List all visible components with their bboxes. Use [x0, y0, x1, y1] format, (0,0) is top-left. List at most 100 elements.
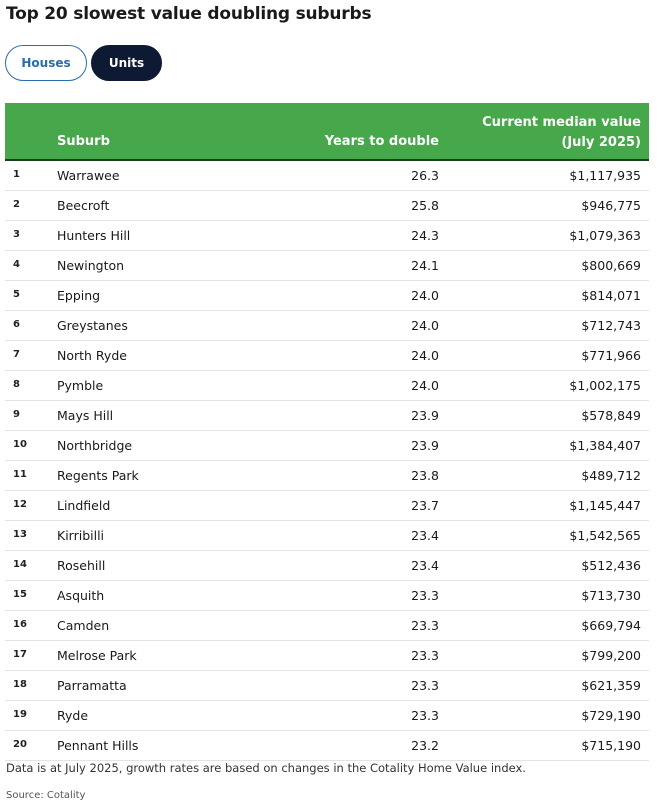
rank-cell: 17	[13, 649, 27, 660]
suburb-cell: Asquith	[57, 588, 105, 603]
value-cell: $712,743	[581, 318, 641, 333]
suburb-cell: Warrawee	[57, 168, 120, 183]
suburb-cell: Beecroft	[57, 198, 110, 213]
table-row: 17 Melrose Park 23.3 $799,200	[5, 641, 649, 671]
rank-cell: 18	[13, 679, 27, 690]
years-cell: 23.3	[411, 588, 439, 603]
value-cell: $621,359	[581, 678, 641, 693]
column-header-value: Current median value (July 2025)	[482, 113, 641, 153]
suburb-cell: Ryde	[57, 708, 89, 723]
years-cell: 25.8	[411, 198, 439, 213]
rank-cell: 10	[13, 439, 27, 450]
value-cell: $799,200	[581, 648, 641, 663]
suburb-cell: Epping	[57, 288, 101, 303]
table-row: 2 Beecroft 25.8 $946,775	[5, 191, 649, 221]
suburb-cell: Greystanes	[57, 318, 128, 333]
years-cell: 23.3	[411, 678, 439, 693]
table-row: 10 Northbridge 23.9 $1,384,407	[5, 431, 649, 461]
rank-cell: 7	[13, 349, 20, 360]
rank-cell: 15	[13, 589, 27, 600]
years-cell: 24.0	[411, 288, 439, 303]
table-row: 4 Newington 24.1 $800,669	[5, 251, 649, 281]
value-cell: $800,669	[581, 258, 641, 273]
years-cell: 23.4	[411, 558, 439, 573]
suburb-cell: Regents Park	[57, 468, 139, 483]
suburb-cell: Hunters Hill	[57, 228, 131, 243]
years-cell: 23.3	[411, 648, 439, 663]
value-cell: $729,190	[581, 708, 641, 723]
rank-cell: 14	[13, 559, 27, 570]
table-body: 1 Warrawee 26.3 $1,117,935 2 Beecroft 25.8 $946…	[5, 161, 649, 761]
suburb-cell: North Ryde	[57, 348, 127, 363]
value-cell: $713,730	[581, 588, 641, 603]
years-cell: 24.0	[411, 348, 439, 363]
value-cell: $715,190	[581, 738, 641, 753]
years-cell: 24.3	[411, 228, 439, 243]
table-row: 3 Hunters Hill 24.3 $1,079,363	[5, 221, 649, 251]
years-cell: 23.3	[411, 708, 439, 723]
suburb-cell: Newington	[57, 258, 125, 273]
value-cell: $578,849	[581, 408, 641, 423]
table-header: Suburb Years to double Current median va…	[5, 103, 649, 161]
rank-cell: 2	[13, 199, 20, 210]
table-row: 14 Rosehill 23.4 $512,436	[5, 551, 649, 581]
table-row: 13 Kirribilli 23.4 $1,542,565	[5, 521, 649, 551]
table-row: 16 Camden 23.3 $669,794	[5, 611, 649, 641]
years-cell: 23.7	[411, 498, 439, 513]
rank-cell: 6	[13, 319, 20, 330]
footnote: Data is at July 2025, growth rates are b…	[6, 761, 526, 775]
rank-cell: 3	[13, 229, 20, 240]
suburb-cell: Pymble	[57, 378, 104, 393]
column-header-value-line1: Current median value	[482, 115, 641, 130]
value-cell: $1,117,935	[569, 168, 641, 183]
houses-toggle-button[interactable]: Houses	[5, 45, 87, 81]
suburb-cell: Lindfield	[57, 498, 111, 513]
column-header-value-line2: (July 2025)	[561, 135, 641, 150]
years-cell: 23.9	[411, 408, 439, 423]
years-cell: 24.1	[411, 258, 439, 273]
rank-cell: 8	[13, 379, 20, 390]
value-cell: $1,079,363	[569, 228, 641, 243]
table-row: 18 Parramatta 23.3 $621,359	[5, 671, 649, 701]
page-title: Top 20 slowest value doubling suburbs	[6, 4, 372, 24]
suburb-cell: Northbridge	[57, 438, 133, 453]
table-row: 1 Warrawee 26.3 $1,117,935	[5, 161, 649, 191]
column-header-years: Years to double	[324, 134, 439, 149]
value-cell: $512,436	[581, 558, 641, 573]
table-row: 15 Asquith 23.3 $713,730	[5, 581, 649, 611]
years-cell: 26.3	[411, 168, 439, 183]
table-row: 5 Epping 24.0 $814,071	[5, 281, 649, 311]
value-cell: $1,002,175	[569, 378, 641, 393]
table-row: 20 Pennant Hills 23.2 $715,190	[5, 731, 649, 761]
suburb-cell: Kirribilli	[57, 528, 105, 543]
years-cell: 24.0	[411, 378, 439, 393]
table-row: 8 Pymble 24.0 $1,002,175	[5, 371, 649, 401]
rank-cell: 9	[13, 409, 20, 420]
years-cell: 23.9	[411, 438, 439, 453]
value-cell: $946,775	[581, 198, 641, 213]
years-cell: 23.2	[411, 738, 439, 753]
column-header-suburb: Suburb	[57, 134, 110, 149]
years-cell: 23.3	[411, 618, 439, 633]
value-cell: $669,794	[581, 618, 641, 633]
value-cell: $489,712	[581, 468, 641, 483]
suburb-cell: Parramatta	[57, 678, 127, 693]
rank-cell: 13	[13, 529, 27, 540]
table-row: 12 Lindfield 23.7 $1,145,447	[5, 491, 649, 521]
rank-cell: 20	[13, 739, 27, 750]
suburb-cell: Melrose Park	[57, 648, 137, 663]
table-row: 7 North Ryde 24.0 $771,966	[5, 341, 649, 371]
suburb-cell: Pennant Hills	[57, 738, 139, 753]
table-row: 19 Ryde 23.3 $729,190	[5, 701, 649, 731]
source-note: Source: Cotality	[6, 790, 86, 801]
table-row: 9 Mays Hill 23.9 $578,849	[5, 401, 649, 431]
units-toggle-button[interactable]: Units	[91, 45, 162, 81]
suburb-cell: Rosehill	[57, 558, 106, 573]
suburb-cell: Mays Hill	[57, 408, 114, 423]
years-cell: 23.8	[411, 468, 439, 483]
suburbs-table: Suburb Years to double Current median va…	[5, 103, 649, 761]
rank-cell: 19	[13, 709, 27, 720]
rank-cell: 4	[13, 259, 20, 270]
value-cell: $1,384,407	[569, 438, 641, 453]
rank-cell: 16	[13, 619, 27, 630]
